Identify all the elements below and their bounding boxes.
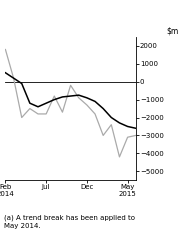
Text: $m: $m bbox=[167, 27, 179, 36]
Text: (a) A trend break has been applied to
May 2014.: (a) A trend break has been applied to Ma… bbox=[4, 215, 135, 229]
